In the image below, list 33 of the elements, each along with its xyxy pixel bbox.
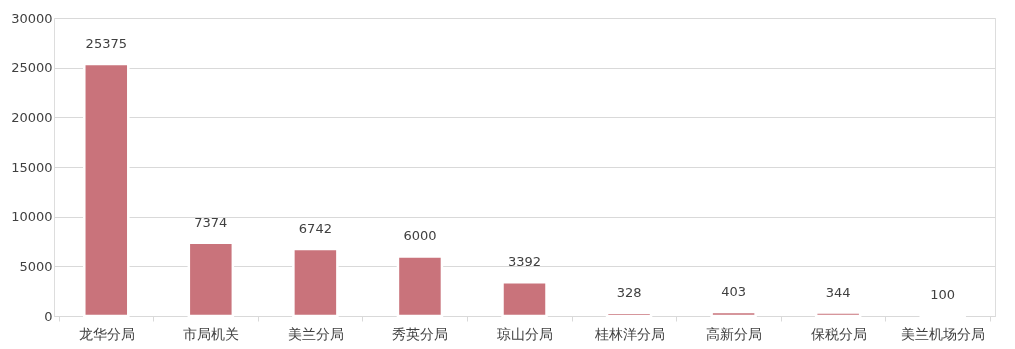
x-tick-label: 保税分局 (810, 325, 867, 342)
y-tick-label: 25000 (11, 60, 53, 76)
x-tick-label: 高新分局 (706, 325, 763, 342)
data-label: 328 (616, 284, 642, 300)
y-tick-label: 20000 (11, 109, 53, 125)
x-tick-label: 秀英分局 (392, 325, 449, 342)
bar (187, 241, 235, 318)
data-label: 344 (825, 284, 851, 300)
y-tick-label: 5000 (19, 258, 53, 274)
bar (710, 310, 757, 318)
data-label: 6000 (403, 228, 437, 244)
x-tick-label: 龙华分局 (78, 325, 135, 342)
bar (501, 281, 548, 318)
data-label: 7374 (194, 214, 228, 230)
data-label: 25375 (85, 35, 127, 51)
y-tick-label: 15000 (11, 159, 53, 175)
x-tick-label: 市局机关 (183, 325, 240, 342)
y-tick-label: 10000 (11, 209, 53, 225)
bar (814, 311, 862, 318)
x-tick-label: 美兰机场分局 (901, 325, 986, 342)
data-label: 403 (721, 284, 747, 299)
x-tick-label: 琼山分局 (497, 325, 553, 342)
y-tick-label: 30000 (11, 10, 53, 26)
x-tick-label: 美兰分局 (287, 325, 344, 342)
data-label: 3392 (507, 254, 542, 270)
y-tick-label: 0 (44, 308, 53, 324)
data-label: 6742 (298, 221, 332, 237)
bar (396, 255, 444, 318)
bar (292, 247, 339, 318)
data-label: 100 (930, 287, 956, 303)
bar (605, 311, 653, 318)
bar (83, 62, 130, 318)
x-tick-label: 桂林洋分局 (593, 325, 665, 342)
